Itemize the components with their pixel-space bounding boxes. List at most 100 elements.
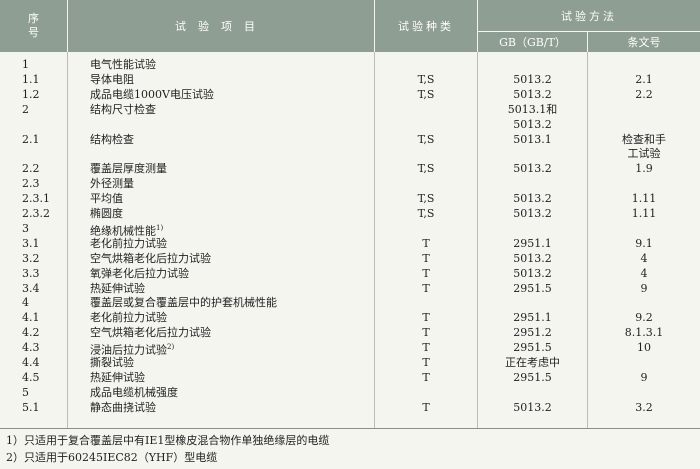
item: 静态曲挠试验 <box>90 400 156 415</box>
item: 空气烘箱老化后拉力试验 <box>90 251 211 266</box>
type: T <box>422 400 430 414</box>
item: 老化前拉力试验 <box>90 310 167 325</box>
header-clause: 条文号 <box>588 32 700 52</box>
item-text: 撕裂试验 <box>90 356 134 369</box>
seq: 3.4 <box>22 281 40 295</box>
type: T <box>422 326 430 340</box>
item-note: 2) <box>167 343 175 352</box>
item-text: 椭圆度 <box>90 207 123 220</box>
item: 浸油后拉力试验2) <box>90 340 174 358</box>
col-line <box>67 52 68 428</box>
seq: 3.1 <box>22 236 40 250</box>
header-type: 试验种类 <box>375 0 477 52</box>
clause: 9.1 <box>635 236 653 250</box>
clause: 2.2 <box>635 87 653 101</box>
item: 电气性能试验 <box>90 57 156 72</box>
type: T <box>422 356 430 369</box>
item: 撕裂试验 <box>90 355 134 370</box>
clause: 4 <box>640 266 648 280</box>
clause: 9 <box>640 370 648 384</box>
gb: 2951.5 <box>513 341 552 355</box>
seq: 2.1 <box>22 132 40 146</box>
type: T <box>422 266 430 280</box>
gb: 5013.2 <box>513 72 552 86</box>
seq: 2.3.2 <box>22 207 50 220</box>
footnote: 1）只适用于复合覆盖层中有IE1型橡皮混合物作单独绝缘层的电缆 <box>6 434 330 447</box>
item-text: 静态曲挠试验 <box>90 400 156 414</box>
gb: 5013.1和 <box>507 102 558 116</box>
seq: 4.5 <box>22 370 40 384</box>
gb: 2951.1 <box>513 236 552 250</box>
gb: 5013.2 <box>513 87 552 101</box>
seq: 2 <box>22 102 29 116</box>
item-text: 外径测量 <box>90 177 134 191</box>
seq: 2.3.1 <box>22 192 50 206</box>
item-text: 覆盖层厚度测量 <box>90 162 167 176</box>
type: T <box>422 281 430 295</box>
item-text: 热延伸试验 <box>90 281 145 295</box>
clause: 检查和手 <box>622 132 666 146</box>
seq: 4.3 <box>22 341 40 355</box>
item: 结构检查 <box>90 132 134 147</box>
item: 覆盖层厚度测量 <box>90 161 167 176</box>
seq: 3.3 <box>22 266 40 280</box>
header-gb: GB（GB/T） <box>478 32 587 52</box>
item-text: 导体电阻 <box>90 72 134 86</box>
item: 外径测量 <box>90 176 134 191</box>
item-text: 电气性能试验 <box>90 58 156 71</box>
item-text: 热延伸试验 <box>90 370 145 384</box>
col-line <box>587 52 588 428</box>
footnote: 2）只适用于60245IEC82（YHF）型电缆 <box>6 451 218 464</box>
rule <box>0 428 700 429</box>
type: T,S <box>417 207 435 220</box>
clause: 8.1.3.1 <box>624 326 664 340</box>
item: 成品电缆1000V电压试验 <box>90 87 214 102</box>
clause: 9 <box>640 281 648 295</box>
item-text: 空气烘箱老化后拉力试验 <box>90 326 211 340</box>
seq: 5 <box>22 385 29 399</box>
type: T,S <box>417 162 435 176</box>
header-item: 试验项目 <box>68 0 374 52</box>
item-text: 成品电缆机械强度 <box>90 385 178 399</box>
item-text: 氧弹老化后拉力试验 <box>90 266 189 280</box>
type: T <box>422 341 430 355</box>
gb: 正在考虑中 <box>505 356 560 369</box>
type: T <box>422 370 430 384</box>
seq: 4.1 <box>22 311 40 325</box>
gb: 2951.2 <box>513 326 552 340</box>
item: 绝缘机械性能1) <box>90 221 163 239</box>
item-text: 老化前拉力试验 <box>90 311 167 325</box>
clause: 工试验 <box>627 147 661 161</box>
item-text: 空气烘箱老化后拉力试验 <box>90 251 211 265</box>
header-seq: 序号 <box>0 0 67 52</box>
clause: 3.2 <box>635 400 653 414</box>
item-text: 平均值 <box>90 192 123 206</box>
clause: 2.1 <box>635 72 653 86</box>
item-text: 浸油后拉力试验 <box>90 343 167 357</box>
item: 覆盖层或复合覆盖层中的护套机械性能 <box>90 295 277 310</box>
seq: 5.1 <box>22 400 40 414</box>
gb: 5013.2 <box>513 162 552 176</box>
seq: 4.4 <box>22 356 40 369</box>
col-line <box>477 52 478 428</box>
clause: 10 <box>637 341 651 355</box>
seq: 2.2 <box>22 162 40 176</box>
seq: 2.3 <box>22 177 40 191</box>
clause: 9.2 <box>635 311 653 325</box>
gb: 2951.1 <box>513 311 552 325</box>
item: 老化前拉力试验 <box>90 236 167 251</box>
item-text: 覆盖层或复合覆盖层中的护套机械性能 <box>90 296 277 310</box>
clause: 1.11 <box>631 192 657 206</box>
item-text: 绝缘机械性能 <box>90 224 156 238</box>
item: 椭圆度 <box>90 206 123 221</box>
gb: 2951.5 <box>513 370 552 384</box>
gb: 5013.2 <box>513 117 552 131</box>
gb: 5013.2 <box>513 251 552 265</box>
clause: 4 <box>640 251 648 265</box>
type: T,S <box>417 132 435 146</box>
item-text: 结构尺寸检查 <box>90 102 156 116</box>
seq: 4.2 <box>22 326 40 340</box>
item: 空气烘箱老化后拉力试验 <box>90 325 211 340</box>
item: 平均值 <box>90 191 123 206</box>
